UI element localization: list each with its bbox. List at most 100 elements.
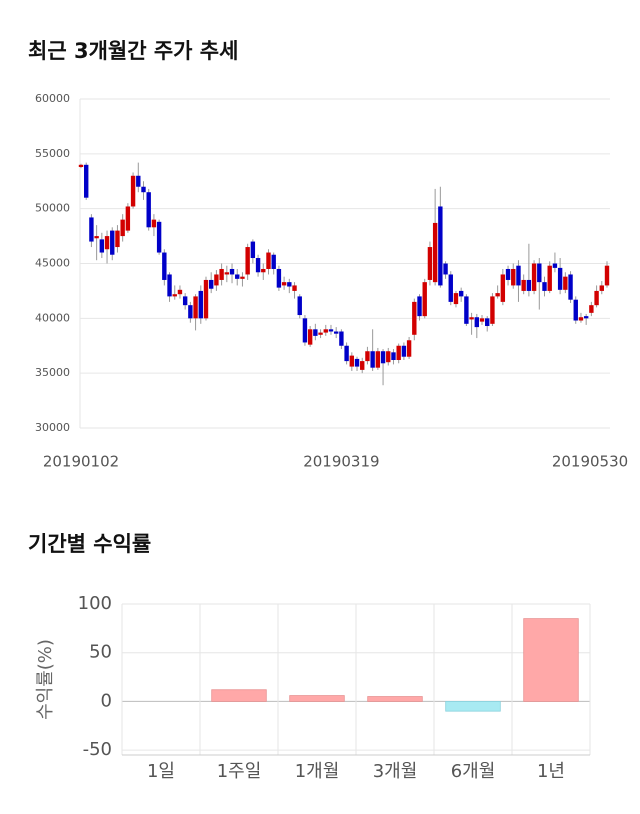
candle-body bbox=[406, 340, 412, 357]
candle-body bbox=[167, 274, 172, 297]
x-tick-label: 6개월 bbox=[451, 761, 496, 782]
candle-body bbox=[375, 351, 381, 368]
candle-body bbox=[568, 274, 573, 300]
candle-body bbox=[287, 282, 292, 287]
candle-body bbox=[307, 329, 313, 345]
candle-body bbox=[339, 331, 344, 346]
candle-body bbox=[84, 164, 89, 198]
candle-body bbox=[464, 296, 469, 324]
candle-body bbox=[495, 293, 500, 297]
candle-body bbox=[255, 258, 261, 273]
candle-body bbox=[261, 268, 266, 273]
candle-body bbox=[344, 345, 349, 362]
candle-body bbox=[318, 332, 323, 335]
candle-body bbox=[219, 268, 224, 280]
candle-body bbox=[432, 222, 438, 283]
bar bbox=[523, 618, 579, 702]
y-axis-label: 수익률(%) bbox=[35, 639, 56, 720]
x-tick-label: 20190530 bbox=[552, 453, 628, 471]
candle-body bbox=[224, 272, 230, 275]
candle-body bbox=[146, 192, 151, 228]
candle-body bbox=[120, 219, 125, 237]
candle-body bbox=[271, 254, 276, 269]
candle-body bbox=[557, 267, 563, 290]
candle-body bbox=[115, 230, 120, 248]
candle-body bbox=[479, 318, 485, 322]
y-tick-label: -50 bbox=[83, 739, 112, 760]
candle-body bbox=[104, 236, 110, 250]
y-tick-label: 60000 bbox=[35, 92, 70, 105]
candle-body bbox=[365, 351, 370, 362]
candle-body bbox=[198, 290, 203, 319]
candle-body bbox=[474, 317, 480, 328]
bar bbox=[367, 696, 423, 702]
candle-body bbox=[177, 289, 183, 295]
candle-body bbox=[448, 274, 453, 302]
y-tick-label: 50 bbox=[89, 642, 112, 663]
candle-body bbox=[542, 282, 547, 291]
candle-body bbox=[182, 296, 188, 306]
candle-body bbox=[156, 221, 162, 253]
candle-body bbox=[235, 274, 240, 279]
bar bbox=[445, 701, 501, 712]
candle-body bbox=[594, 290, 599, 306]
candle-body bbox=[458, 290, 464, 297]
x-tick-label: 20190319 bbox=[303, 453, 379, 471]
candle-body bbox=[521, 279, 526, 291]
candle-body bbox=[162, 252, 167, 280]
y-tick-label: 0 bbox=[101, 690, 112, 711]
candle-body bbox=[573, 299, 578, 321]
y-tick-label: 30000 bbox=[35, 421, 70, 434]
candle-body bbox=[136, 175, 141, 187]
candle-body bbox=[292, 285, 297, 291]
x-tick-label: 20190102 bbox=[43, 453, 119, 471]
chart-title: 최근 3개월간 주가 추세 bbox=[28, 39, 238, 63]
candle-body bbox=[396, 345, 401, 361]
candle-body bbox=[281, 282, 287, 286]
candle-body bbox=[500, 274, 506, 302]
y-tick-label: 55000 bbox=[35, 147, 70, 160]
candle-body bbox=[151, 219, 157, 228]
bar bbox=[289, 695, 345, 702]
candle-body bbox=[208, 279, 214, 289]
candle-body bbox=[240, 276, 245, 279]
candle-body bbox=[438, 206, 443, 286]
x-tick-label: 1년 bbox=[537, 761, 565, 782]
y-tick-label: 35000 bbox=[35, 366, 70, 379]
candle-body bbox=[511, 268, 516, 286]
candle-body bbox=[214, 274, 219, 286]
candle-body bbox=[422, 282, 427, 317]
candle-body bbox=[130, 175, 136, 207]
y-tick-label: 40000 bbox=[35, 311, 70, 324]
candle-body bbox=[516, 265, 521, 286]
candle-body bbox=[276, 268, 282, 288]
candle-body bbox=[99, 239, 105, 253]
candle-body bbox=[417, 296, 422, 317]
candle-body bbox=[94, 236, 99, 239]
candle-body bbox=[78, 164, 84, 167]
candle-body bbox=[427, 247, 433, 280]
candle-body bbox=[604, 265, 610, 286]
candle-body bbox=[360, 361, 365, 370]
candle-body bbox=[443, 263, 448, 275]
candle-body bbox=[380, 351, 386, 364]
candle-body bbox=[89, 217, 94, 242]
candle-body bbox=[391, 352, 396, 361]
x-tick-label: 1일 bbox=[147, 761, 175, 782]
candle-body bbox=[141, 186, 146, 193]
candle-body bbox=[401, 345, 407, 357]
candle-body bbox=[537, 263, 542, 283]
candle-body bbox=[370, 351, 375, 368]
candle-body bbox=[505, 268, 511, 280]
candle-body bbox=[354, 358, 360, 367]
candle-body bbox=[563, 276, 568, 290]
candle-body bbox=[578, 317, 584, 321]
candle-body bbox=[229, 268, 235, 275]
candle-body bbox=[469, 317, 474, 320]
chart-title: 기간별 수익률 bbox=[28, 532, 151, 556]
candle-body bbox=[323, 329, 328, 333]
candle-body bbox=[552, 263, 558, 268]
candle-body bbox=[526, 279, 532, 291]
candle-body bbox=[547, 265, 552, 291]
